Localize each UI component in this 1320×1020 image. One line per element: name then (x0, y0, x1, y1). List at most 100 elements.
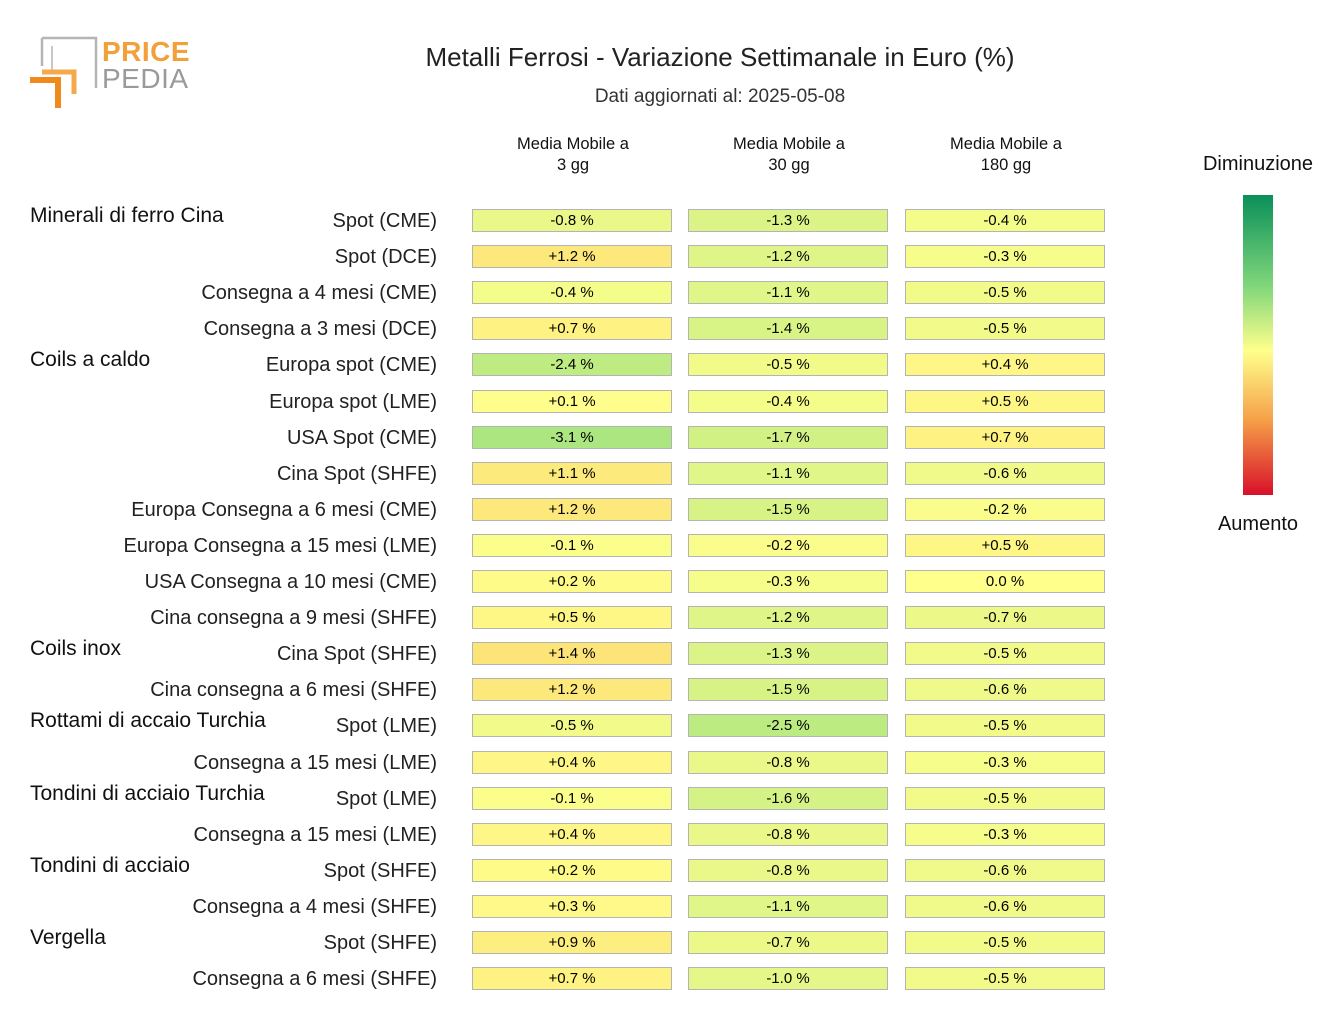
heatmap-cell: -0.3 % (905, 750, 1105, 774)
row-label: Consegna a 6 mesi (SHFE) (192, 968, 437, 991)
row-label: Cina Spot (SHFE) (276, 462, 437, 485)
group-label: Vergella (30, 926, 106, 949)
heatmap-cell: +0.7 % (472, 967, 672, 991)
row-label: Spot (SHFE) (323, 932, 437, 954)
heatmap-cell: +0.7 % (905, 425, 1105, 449)
heatmap-cell: +1.2 % (472, 678, 672, 702)
group-label: Rottami di accaio Turchia (30, 709, 266, 733)
row-label: Spot (SHFE) (323, 859, 437, 882)
heatmap-cell: +0.2 % (472, 858, 672, 882)
heatmap-cell: -0.1 % (472, 786, 672, 810)
row-label: Consegna a 15 mesi (LME) (193, 823, 437, 846)
row-label: Spot (DCE) (334, 246, 437, 269)
heatmap-cell: -1.1 % (688, 894, 888, 918)
heatmap-cell: -0.2 % (905, 497, 1105, 521)
heatmap-cell: -0.4 % (905, 209, 1105, 232)
heatmap-cell: +0.1 % (472, 389, 672, 413)
heatmap-cell: -0.8 % (472, 209, 672, 232)
group-label: Coils a caldo (30, 348, 151, 372)
heatmap-cell: -1.3 % (688, 642, 888, 666)
row-label: Spot (CME) (332, 210, 437, 232)
heatmap-cell: -1.0 % (688, 967, 888, 991)
chart-title: Metalli Ferrosi - Variazione Settimanale… (425, 42, 1015, 72)
row-label: Europa Consegna a 6 mesi (CME) (131, 498, 437, 521)
heatmap-cell: -0.5 % (472, 714, 672, 738)
row-label: Europa spot (LME) (269, 390, 437, 413)
heatmap-cell: -0.5 % (905, 714, 1105, 738)
heatmap-cell: +1.2 % (472, 497, 672, 521)
heatmap-cell: +0.4 % (472, 750, 672, 774)
heatmap-cell: -1.2 % (688, 245, 888, 269)
row-label: Europa Consegna a 15 mesi (LME) (123, 534, 438, 557)
chart-subtitle: Dati aggiornati al: 2025-05-08 (594, 86, 846, 107)
logo-word-pedia: PEDIA (102, 63, 189, 94)
legend-bottom-label: Aumento (1217, 513, 1299, 535)
row-label: Consegna a 3 mesi (DCE) (203, 318, 437, 341)
row-label: Consegna a 4 mesi (CME) (201, 282, 437, 305)
heatmap-cell: +0.5 % (472, 606, 672, 630)
heatmap-cell: -1.1 % (688, 281, 888, 305)
heatmap-cell: -2.5 % (688, 714, 888, 738)
heatmap-cell: -0.5 % (905, 967, 1105, 991)
logo-mark-icon (30, 36, 98, 108)
heatmap-cell: -0.8 % (688, 858, 888, 882)
column-header: Media Mobile a 30 gg (733, 135, 845, 174)
group-label: Tondini di acciaio (30, 853, 190, 877)
heatmap-cell: -1.4 % (688, 317, 888, 341)
heatmap-cell: +0.3 % (472, 894, 672, 918)
heatmap-cell: +1.2 % (472, 245, 672, 269)
row-label: USA Consegna a 10 mesi (CME) (144, 571, 437, 593)
heatmap-cell: -0.2 % (688, 533, 888, 557)
row-label: Cina Spot (SHFE) (276, 643, 437, 666)
heatmap-cell: -0.7 % (905, 606, 1105, 630)
heatmap-cell: -0.4 % (688, 389, 888, 413)
logo-word-price: PRICE (102, 36, 191, 67)
heatmap-cell: +0.4 % (905, 353, 1105, 377)
heatmap-cell: -1.2 % (688, 606, 888, 630)
heatmap-cell: -0.5 % (688, 353, 888, 377)
column-header: Media Mobile a 3 gg (517, 135, 629, 174)
heatmap-cell: -0.5 % (905, 317, 1105, 341)
heatmap-cell: -0.5 % (905, 281, 1105, 305)
heatmap-cell: -0.5 % (905, 786, 1105, 810)
column-header: Media Mobile a 180 gg (950, 135, 1062, 174)
heatmap-cell: -0.3 % (905, 245, 1105, 269)
heatmap-cell: +0.9 % (472, 931, 672, 954)
group-label: Coils inox (30, 637, 122, 661)
pricepedia-logo: PRICE PEDIA (28, 36, 198, 116)
row-label: Spot (LME) (335, 787, 437, 810)
heatmap-cell: +1.1 % (472, 461, 672, 485)
group-label: Tondini di acciaio Turchia (30, 781, 265, 805)
heatmap-cell: -0.6 % (905, 461, 1105, 485)
heatmap-cell: -1.3 % (688, 209, 888, 232)
heatmap-cell: -0.7 % (688, 931, 888, 954)
heatmap-cell: -2.4 % (472, 353, 672, 377)
heatmap-cell: -1.7 % (688, 425, 888, 449)
row-label: Cina consegna a 6 mesi (SHFE) (150, 679, 437, 702)
heatmap-cell: -0.5 % (905, 931, 1105, 954)
heatmap-cell: -1.1 % (688, 461, 888, 485)
row-label: Spot (LME) (335, 715, 437, 738)
heatmap-cell: -0.3 % (688, 570, 888, 593)
heatmap-cell: -0.8 % (688, 822, 888, 846)
legend-color-scale (1243, 195, 1273, 495)
row-label: Cina consegna a 9 mesi (SHFE) (150, 607, 437, 630)
heatmap-cell: +0.4 % (472, 822, 672, 846)
heatmap-cell: -0.1 % (472, 533, 672, 557)
row-label: Consegna a 15 mesi (LME) (193, 751, 437, 774)
heatmap-cell: +0.2 % (472, 570, 672, 593)
heatmap-cell: -1.6 % (688, 786, 888, 810)
row-label: Consegna a 4 mesi (SHFE) (192, 895, 437, 918)
heatmap-cell: -0.8 % (688, 750, 888, 774)
heatmap-cell: -0.6 % (905, 858, 1105, 882)
heatmap-cell: -0.4 % (472, 281, 672, 305)
heatmap-cell: -3.1 % (472, 425, 672, 449)
heatmap-cell: -1.5 % (688, 497, 888, 521)
heatmap-cell: -1.5 % (688, 678, 888, 702)
group-label: Minerali di ferro Cina (30, 204, 224, 227)
heatmap-cell: +0.5 % (905, 389, 1105, 413)
heatmap-cell: -0.6 % (905, 678, 1105, 702)
row-label: USA Spot (CME) (286, 426, 437, 449)
heatmap-cell: 0.0 % (905, 570, 1105, 593)
row-label: Europa spot (CME) (265, 354, 437, 377)
